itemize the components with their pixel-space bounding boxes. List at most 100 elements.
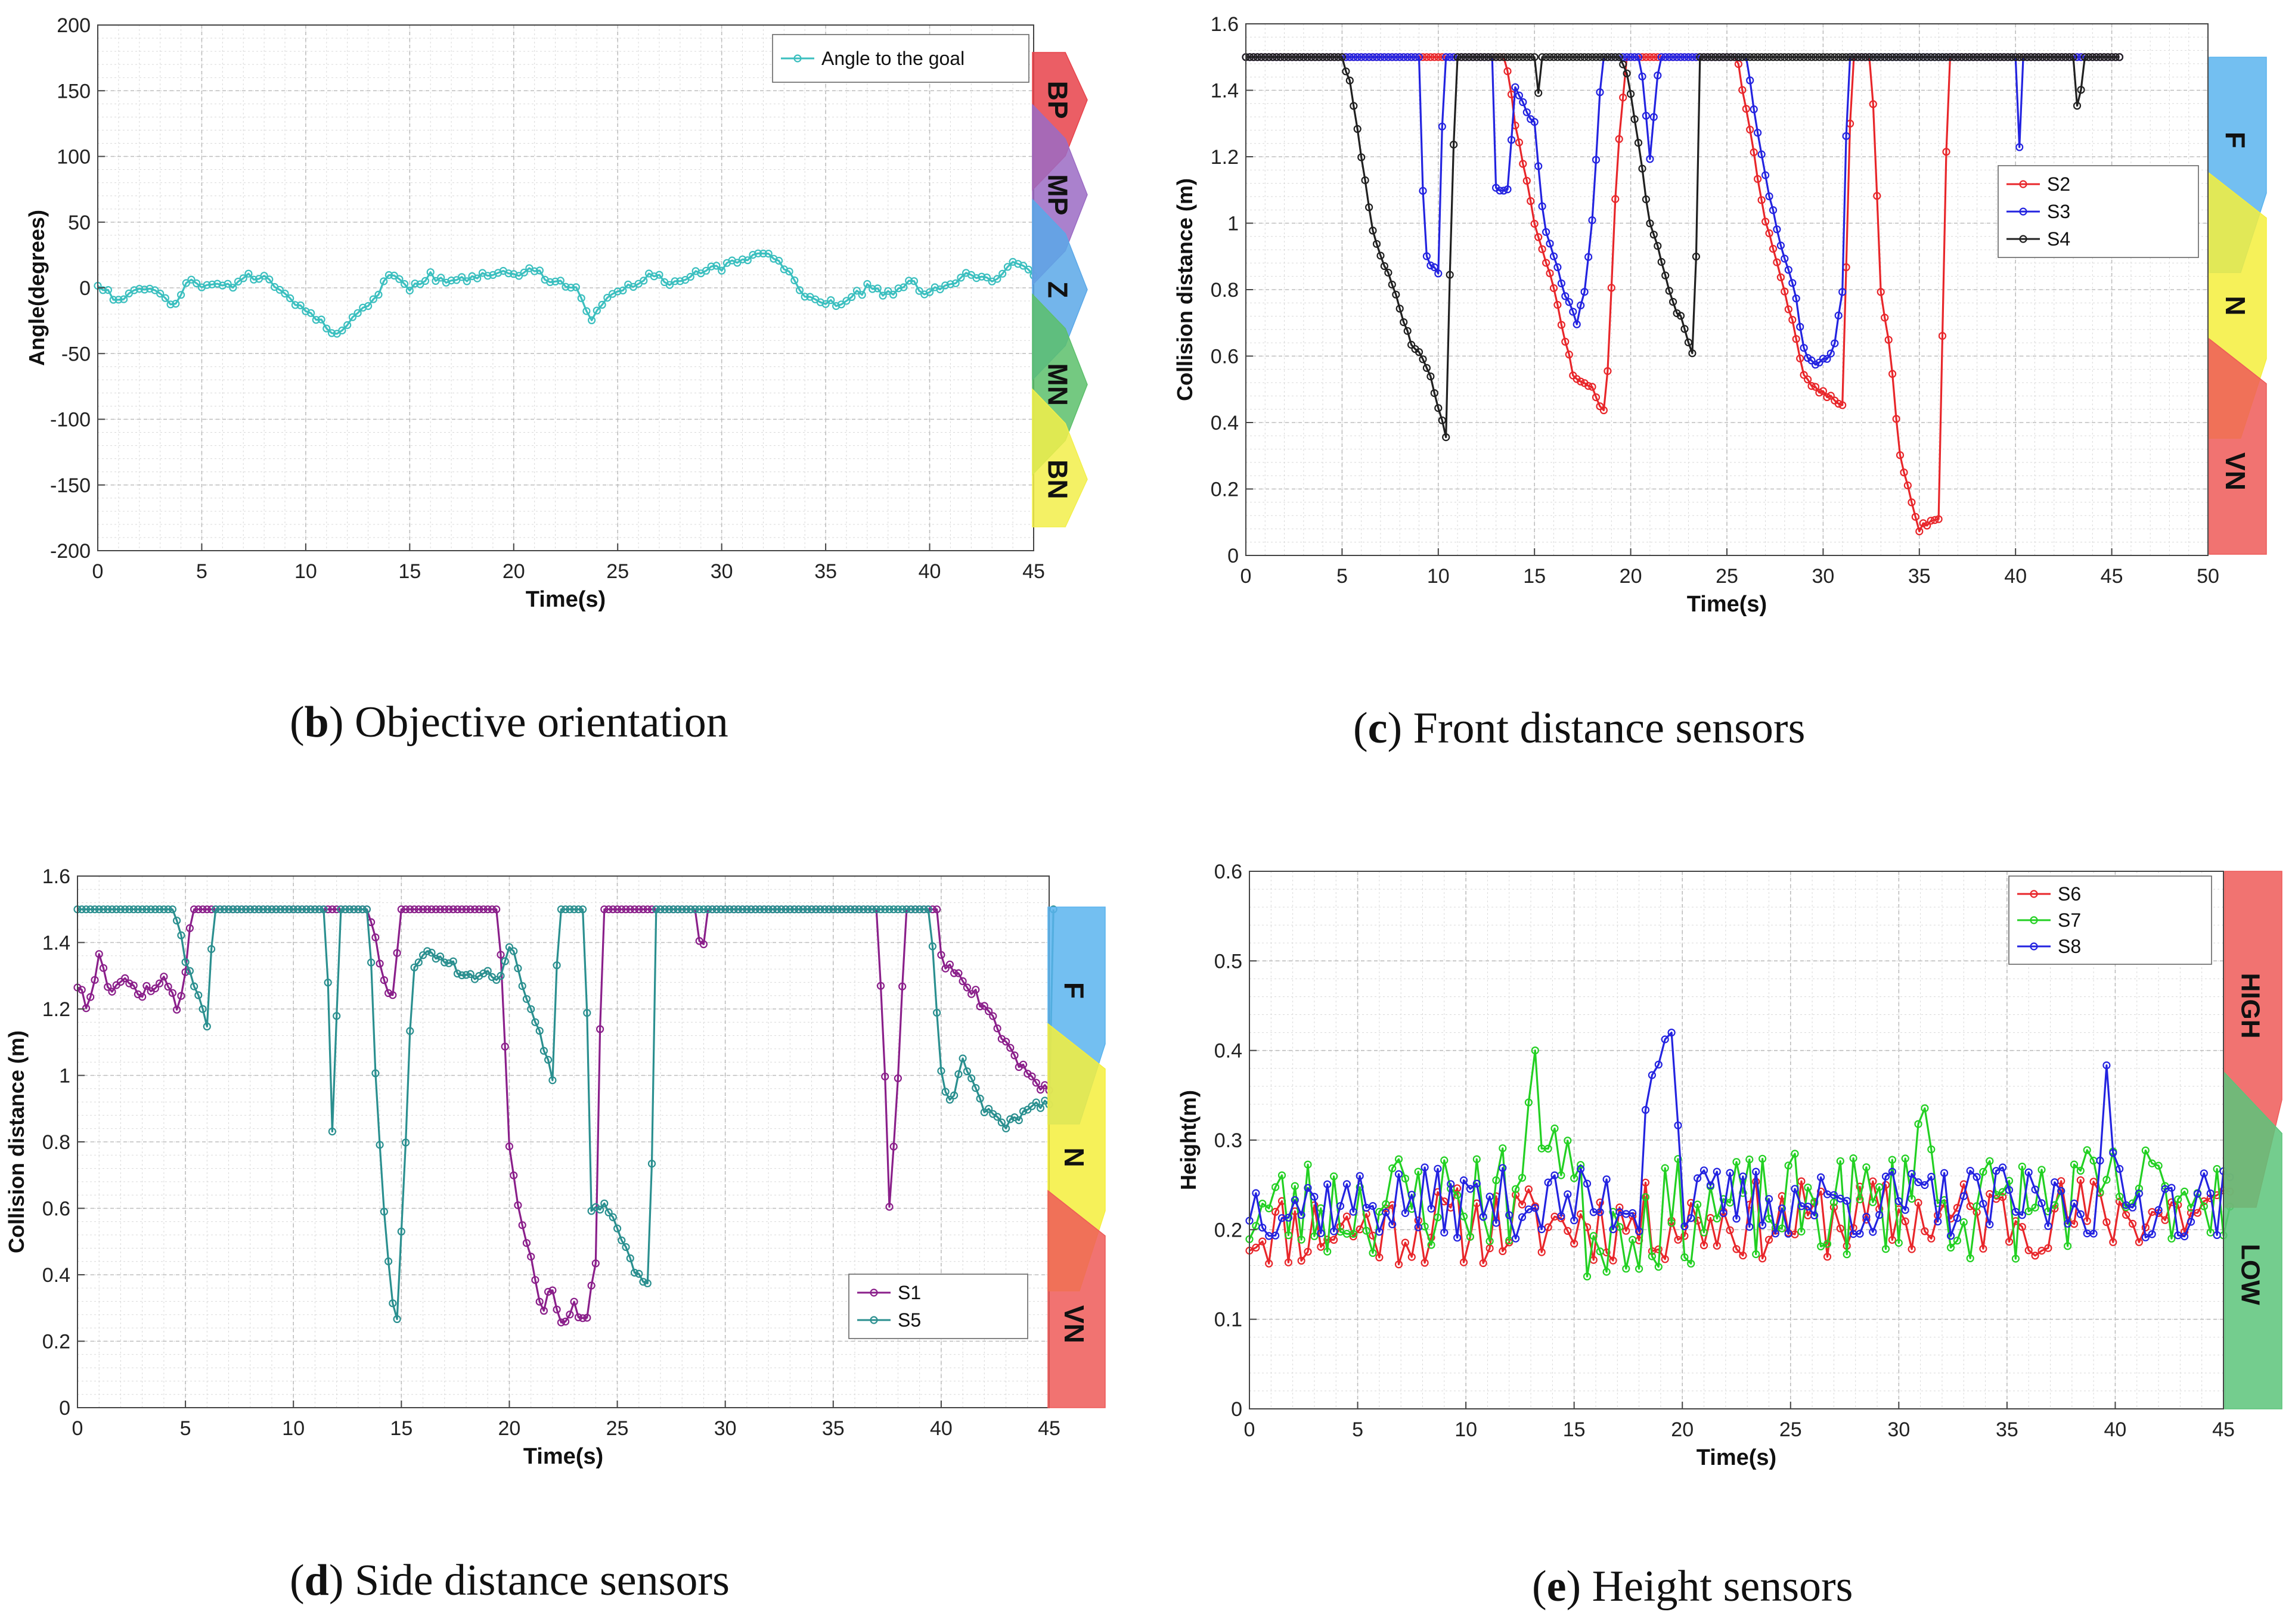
data-point bbox=[1369, 1249, 1377, 1257]
data-point bbox=[1674, 1121, 1682, 1129]
data-point bbox=[1946, 53, 1954, 61]
data-point bbox=[1580, 288, 1589, 296]
data-point bbox=[557, 905, 566, 914]
data-point bbox=[1375, 1228, 1384, 1236]
data-point bbox=[2046, 53, 2054, 61]
data-point bbox=[2181, 1187, 2189, 1196]
data-point bbox=[1908, 53, 1916, 61]
data-point bbox=[1512, 1185, 1520, 1193]
data-point bbox=[1369, 53, 1377, 61]
data-point bbox=[2027, 53, 2035, 61]
data-point bbox=[1642, 53, 1650, 61]
data-point bbox=[551, 277, 560, 285]
data-point bbox=[2031, 1185, 2039, 1194]
band-vn bbox=[2209, 338, 2267, 555]
data-point bbox=[1434, 404, 1443, 412]
data-point bbox=[1542, 53, 1550, 61]
data-point bbox=[177, 291, 185, 299]
data-point bbox=[2102, 1218, 2111, 1226]
data-point bbox=[1953, 1237, 1961, 1245]
data-point bbox=[479, 905, 488, 914]
data-point bbox=[1261, 53, 1269, 61]
data-point bbox=[276, 905, 285, 914]
data-point bbox=[1829, 1198, 1838, 1207]
data-point bbox=[790, 905, 799, 914]
data-point bbox=[142, 982, 151, 990]
data-point bbox=[263, 905, 272, 914]
data-point bbox=[678, 905, 686, 914]
y-tick-label: 0.2 bbox=[42, 1331, 70, 1353]
y-tick-label: 0.2 bbox=[1214, 1219, 1242, 1241]
data-point bbox=[1530, 219, 1539, 228]
data-point bbox=[518, 982, 526, 990]
data-point bbox=[1430, 53, 1438, 61]
data-point bbox=[959, 977, 967, 986]
data-point bbox=[104, 905, 112, 914]
data-point bbox=[1459, 1176, 1468, 1185]
data-point bbox=[1973, 1173, 1981, 1181]
data-point bbox=[1657, 53, 1666, 61]
data-point bbox=[1401, 1174, 1409, 1183]
data-point bbox=[384, 271, 393, 280]
data-point bbox=[699, 940, 708, 949]
data-point bbox=[1345, 53, 1354, 61]
data-point bbox=[1500, 53, 1508, 61]
data-point bbox=[208, 280, 216, 288]
data-point bbox=[522, 995, 531, 1003]
x-tick-label: 10 bbox=[282, 1417, 305, 1440]
data-point bbox=[1499, 1247, 1507, 1255]
x-tick-label: 30 bbox=[1887, 1418, 1910, 1441]
data-point bbox=[652, 905, 660, 914]
data-point bbox=[1357, 153, 1366, 162]
data-point bbox=[993, 275, 1001, 283]
data-point bbox=[504, 269, 513, 278]
data-point bbox=[1713, 1215, 1721, 1223]
data-point bbox=[1773, 53, 1781, 61]
data-point bbox=[1503, 53, 1512, 61]
data-point bbox=[1788, 279, 1797, 287]
data-point bbox=[1815, 53, 1823, 61]
data-point bbox=[1356, 1183, 1364, 1191]
data-point bbox=[1869, 1198, 1877, 1206]
data-point bbox=[1496, 53, 1504, 61]
data-point bbox=[2104, 53, 2112, 61]
data-point bbox=[2031, 1252, 2039, 1260]
data-point bbox=[1599, 406, 1608, 415]
data-point bbox=[1739, 1252, 1747, 1260]
data-point bbox=[1006, 1044, 1015, 1052]
data-point bbox=[1908, 1194, 1916, 1203]
data-point bbox=[2018, 1162, 2026, 1171]
data-point bbox=[1310, 1193, 1319, 1201]
data-point bbox=[1823, 1240, 1832, 1248]
data-point bbox=[121, 905, 129, 914]
data-point bbox=[401, 1138, 410, 1147]
data-point bbox=[764, 250, 773, 258]
data-point bbox=[1931, 53, 1939, 61]
chart-b: 0 5 10 15 20 25 30 35 40 45 -200 -150 -100 -50 0 50 100 1… bbox=[24, 14, 1088, 612]
data-point bbox=[898, 905, 907, 914]
data-point bbox=[161, 294, 169, 302]
legend-swatch-marker bbox=[870, 1288, 878, 1297]
data-point bbox=[669, 905, 678, 914]
band-vn bbox=[1047, 1190, 1106, 1408]
data-point bbox=[129, 981, 138, 990]
data-point bbox=[613, 1224, 622, 1232]
data-point bbox=[1596, 1247, 1604, 1256]
data-point bbox=[2154, 1162, 2163, 1170]
y-axis-label: Collision distance (m) bbox=[1173, 178, 1197, 401]
data-point bbox=[1615, 53, 1623, 61]
data-point bbox=[367, 958, 376, 967]
data-point bbox=[2015, 143, 2024, 151]
data-point bbox=[2135, 1238, 2143, 1246]
data-point bbox=[527, 1253, 535, 1261]
data-point bbox=[1915, 527, 1924, 536]
data-point bbox=[1407, 1191, 1416, 1199]
data-point bbox=[1615, 1203, 1624, 1212]
data-point bbox=[1530, 118, 1539, 126]
data-point bbox=[544, 1288, 553, 1296]
data-point bbox=[1349, 1207, 1357, 1216]
data-point bbox=[1940, 1169, 1949, 1177]
data-point bbox=[1426, 53, 1435, 61]
data-point bbox=[1531, 1046, 1539, 1055]
data-point bbox=[876, 905, 885, 914]
